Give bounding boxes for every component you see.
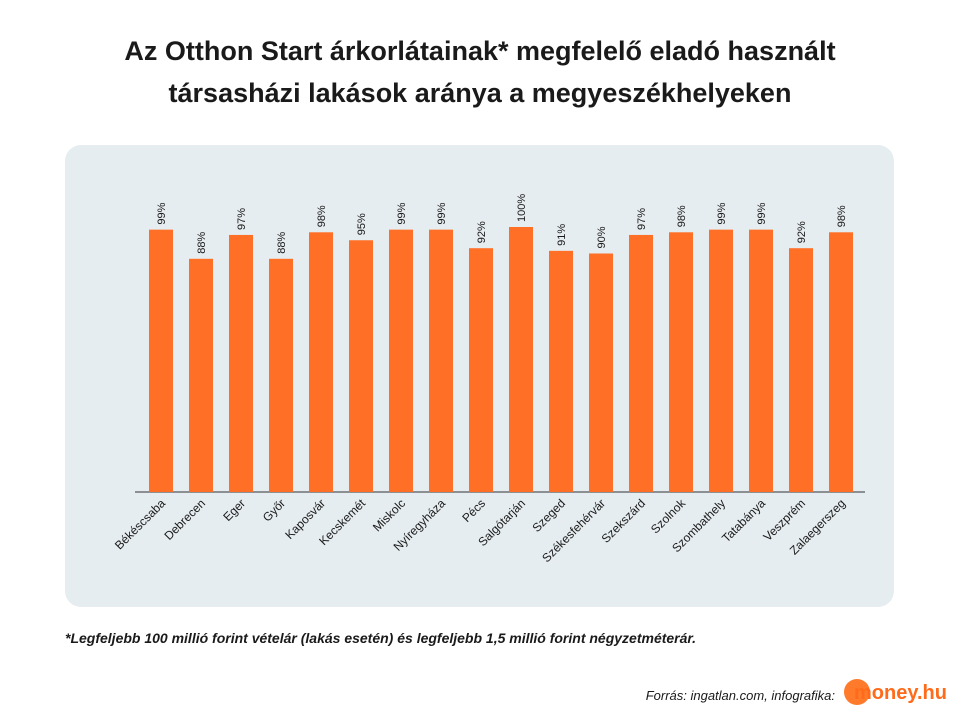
bar-11 <box>589 253 613 492</box>
category-label-0: Békéscsaba <box>112 496 168 552</box>
value-label-16: 92% <box>796 221 808 243</box>
category-label-3: Győr <box>260 496 288 524</box>
value-label-13: 98% <box>676 205 688 227</box>
bar-chart: 99% Békéscsaba 88% Debrecen 97% Eger 88% Győr 98… <box>112 194 865 565</box>
bar-7 <box>429 229 453 492</box>
category-label-10: Szeged <box>529 496 568 535</box>
category-label-13: Szolnok <box>648 496 689 537</box>
category-label-1: Debrecen <box>161 496 208 543</box>
category-label-15: Tatabánya <box>719 496 768 545</box>
value-label-14: 99% <box>716 202 728 224</box>
bar-15 <box>749 229 773 492</box>
value-label-0: 99% <box>156 202 168 224</box>
value-label-15: 99% <box>756 202 768 224</box>
bar-8 <box>469 248 493 492</box>
value-label-12: 97% <box>636 208 648 230</box>
value-label-5: 95% <box>356 213 368 235</box>
value-label-17: 98% <box>836 205 848 227</box>
footnote: *Legfeljebb 100 millió forint vételár (l… <box>65 630 696 646</box>
value-label-7: 99% <box>436 202 448 224</box>
bar-12 <box>629 234 653 492</box>
bar-3 <box>269 258 293 492</box>
bar-1 <box>189 258 213 492</box>
category-label-2: Eger <box>220 496 248 524</box>
value-label-11: 90% <box>596 226 608 248</box>
chart-title: Az Otthon Start árkorlátainak* megfelelő… <box>0 30 960 114</box>
value-label-9: 100% <box>516 194 528 222</box>
bar-9 <box>509 227 533 492</box>
bar-5 <box>349 240 373 492</box>
value-label-1: 88% <box>196 232 208 254</box>
value-label-10: 91% <box>556 224 568 246</box>
category-label-12: Szekszárd <box>599 496 649 546</box>
bar-4 <box>309 232 333 493</box>
bar-14 <box>709 229 733 492</box>
source-credit: Forrás: ingatlan.com, infografika: <box>645 688 835 703</box>
money-hu-logo: money.hu <box>842 677 952 711</box>
value-label-3: 88% <box>276 232 288 254</box>
chart-title-line-1: Az Otthon Start árkorlátainak* megfelelő… <box>124 36 836 66</box>
bar-13 <box>669 232 693 493</box>
value-label-8: 92% <box>476 221 488 243</box>
logo-circle-icon <box>844 679 870 705</box>
category-label-6: Miskolc <box>370 496 408 534</box>
chart-title-line-2: társasházi lakások aránya a megyeszékhel… <box>168 78 792 108</box>
chart-panel: 99% Békéscsaba 88% Debrecen 97% Eger 88% Győr 98… <box>65 145 894 607</box>
logo-text: money.hu <box>854 682 947 704</box>
bar-10 <box>549 250 573 492</box>
value-label-6: 99% <box>396 202 408 224</box>
bar-6 <box>389 229 413 492</box>
bar-17 <box>829 232 853 493</box>
value-label-4: 98% <box>316 205 328 227</box>
bar-16 <box>789 248 813 492</box>
category-label-8: Pécs <box>459 496 488 525</box>
value-label-2: 97% <box>236 208 248 230</box>
bar-0 <box>149 229 173 492</box>
bar-2 <box>229 234 253 492</box>
